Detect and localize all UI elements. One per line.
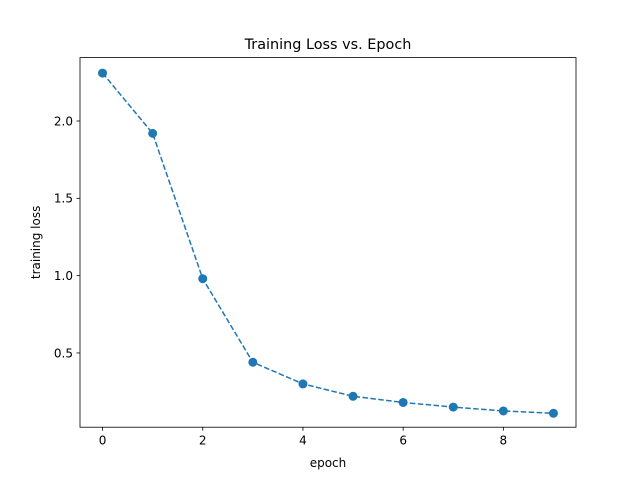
x-axis: 0 2 4 6 8 bbox=[99, 427, 507, 448]
data-point bbox=[248, 357, 258, 367]
x-tick-label: 4 bbox=[299, 434, 307, 448]
series-layer bbox=[98, 68, 558, 418]
plot-area bbox=[79, 57, 577, 428]
data-point bbox=[548, 408, 558, 418]
x-tick-label: 2 bbox=[199, 434, 207, 448]
data-point bbox=[348, 391, 358, 401]
x-axis-label: epoch bbox=[310, 456, 347, 470]
series-line bbox=[101, 72, 554, 415]
y-axis: 0.5 1.0 1.5 2.0 bbox=[54, 114, 80, 360]
data-point bbox=[298, 379, 308, 389]
chart-title: Training Loss vs. Epoch bbox=[244, 37, 412, 53]
y-tick-label: 2.0 bbox=[54, 114, 73, 128]
data-point bbox=[448, 402, 458, 412]
data-point bbox=[398, 397, 408, 407]
data-point bbox=[498, 406, 508, 416]
x-tick-label: 6 bbox=[399, 434, 407, 448]
data-point bbox=[98, 68, 108, 78]
x-tick-label: 0 bbox=[99, 434, 107, 448]
x-tick-label: 8 bbox=[500, 434, 508, 448]
y-axis-label: training loss bbox=[29, 206, 43, 279]
y-tick-label: 1.5 bbox=[54, 192, 73, 206]
data-point bbox=[148, 128, 158, 138]
data-point bbox=[198, 274, 208, 284]
y-tick-label: 1.0 bbox=[54, 269, 73, 283]
y-tick-label: 0.5 bbox=[54, 346, 73, 360]
